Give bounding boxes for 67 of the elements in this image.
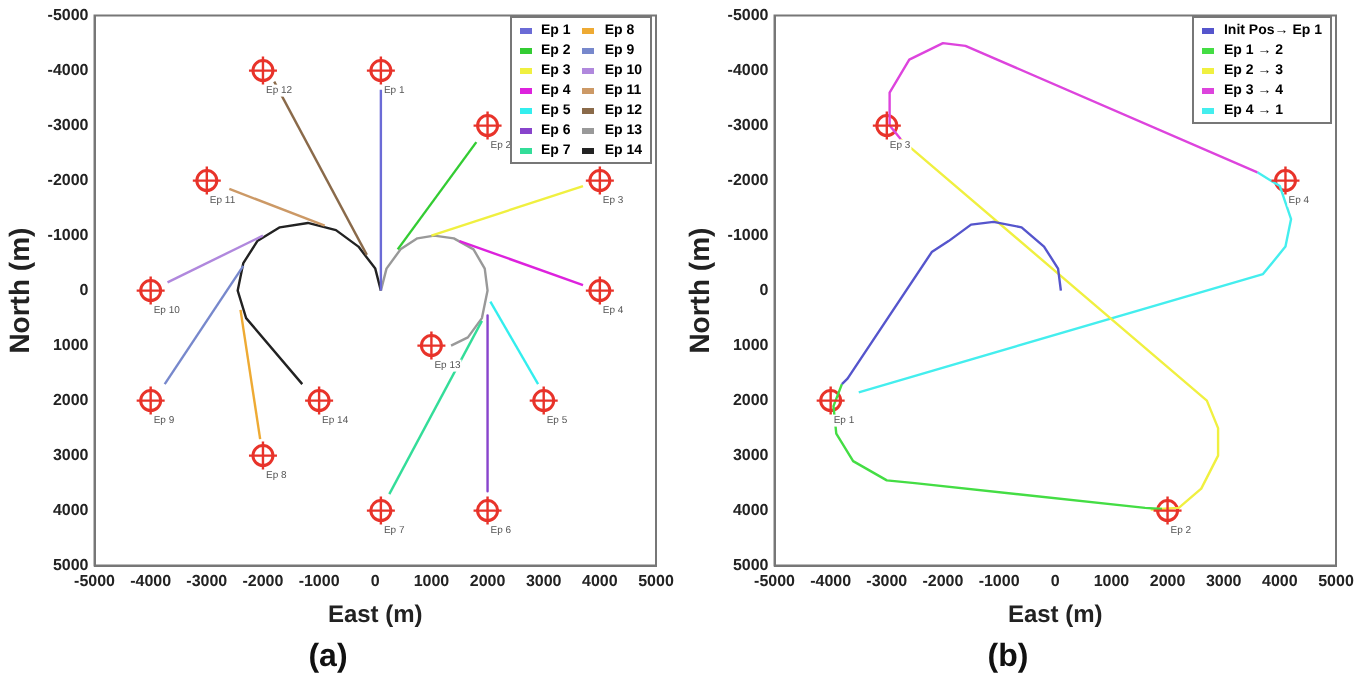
x-tick-label: 3000 <box>525 571 563 590</box>
x-axis-title: East (m) <box>327 599 423 628</box>
y-tick-label: 4000 <box>52 501 90 520</box>
x-tick-label: 1000 <box>413 571 451 590</box>
point <box>528 385 559 416</box>
y-axis-title: North (m) <box>682 227 715 354</box>
point <box>815 385 846 416</box>
y-tick-label: 1000 <box>52 336 90 355</box>
x-axis-title: East (m) <box>1007 599 1103 628</box>
x-tick-label: 5000 <box>1318 571 1355 590</box>
x-tick-label: -5000 <box>74 571 117 590</box>
y-tick-label: 3000 <box>52 446 90 465</box>
x-tick-label: -3000 <box>186 571 229 590</box>
point <box>191 165 223 196</box>
point <box>1152 495 1183 526</box>
y-tick-label: 3000 <box>732 446 770 465</box>
y-tick-label: 5000 <box>732 556 770 575</box>
point <box>416 330 447 361</box>
y-tick-label: 1000 <box>732 336 770 355</box>
x-tick-label: 2000 <box>469 571 507 590</box>
x-tick-label: -1000 <box>298 571 341 590</box>
y-tick-label: -4000 <box>727 61 770 80</box>
y-axis-title: North (m) <box>2 227 35 354</box>
x-tick-label: -2000 <box>242 571 285 590</box>
point <box>472 495 503 526</box>
x-tick-label: 3000 <box>1205 571 1243 590</box>
x-tick-label: 4000 <box>1262 571 1299 590</box>
point <box>365 495 397 526</box>
y-tick-label: -5000 <box>47 6 90 25</box>
x-tick-label: 2000 <box>1149 571 1187 590</box>
y-tick-label: 4000 <box>732 501 770 520</box>
point <box>584 275 616 306</box>
y-tick-label: 2000 <box>732 391 770 410</box>
y-tick-label: 5000 <box>52 556 90 575</box>
y-tick-label: -3000 <box>727 116 770 135</box>
x-tick-label: 0 <box>370 571 381 590</box>
y-tick-label: 2000 <box>52 391 90 410</box>
y-tick-label: -5000 <box>727 6 770 25</box>
y-tick-label: -1000 <box>727 226 770 245</box>
text: (b) <box>987 639 1029 674</box>
x-tick-label: 5000 <box>638 571 675 590</box>
point <box>303 385 335 416</box>
y-tick-label: -2000 <box>727 171 770 190</box>
point <box>584 165 616 196</box>
y-tick-label: -1000 <box>47 226 90 245</box>
y-tick-label: -3000 <box>47 116 90 135</box>
point <box>1270 165 1301 196</box>
x-tick-label: -5000 <box>754 571 797 590</box>
x-tick-label: -4000 <box>130 571 173 590</box>
point <box>247 55 279 86</box>
point <box>365 55 397 86</box>
x-tick-label: 0 <box>1050 571 1061 590</box>
y-tick-label: -2000 <box>47 171 90 190</box>
y-tick-label: 0 <box>79 281 90 300</box>
y-tick-label: -4000 <box>47 61 90 80</box>
x-tick-label: 4000 <box>582 571 619 590</box>
text: (a) <box>308 639 348 674</box>
x-tick-label: -2000 <box>922 571 965 590</box>
x-tick-label: 1000 <box>1093 571 1131 590</box>
point <box>247 440 279 471</box>
x-tick-label: -4000 <box>810 571 853 590</box>
point <box>135 385 166 416</box>
point <box>135 275 166 306</box>
x-tick-label: -3000 <box>866 571 909 590</box>
x-tick-label: -1000 <box>978 571 1021 590</box>
y-tick-label: 0 <box>759 281 770 300</box>
point <box>472 110 503 141</box>
